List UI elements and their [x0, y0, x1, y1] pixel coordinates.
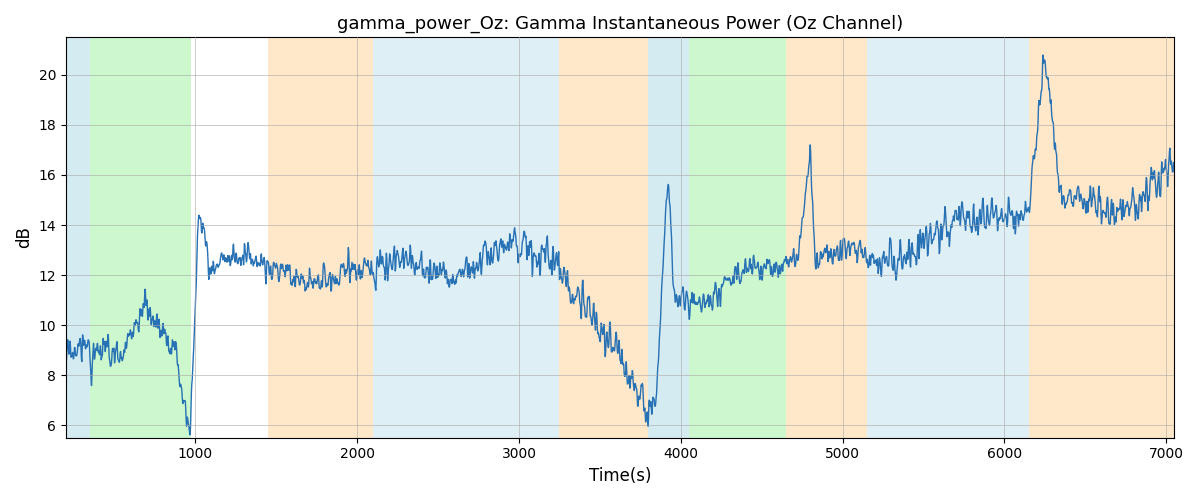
Title: gamma_power_Oz: Gamma Instantaneous Power (Oz Channel): gamma_power_Oz: Gamma Instantaneous Powe…: [337, 15, 904, 34]
Bar: [786, 38, 866, 438]
Bar: [1028, 38, 1182, 438]
Bar: [90, 38, 191, 438]
Bar: [866, 38, 1028, 438]
X-axis label: Time(s): Time(s): [589, 467, 652, 485]
Bar: [269, 38, 373, 438]
Bar: [689, 38, 786, 438]
Bar: [66, 38, 90, 438]
Bar: [373, 38, 559, 438]
Y-axis label: dB: dB: [14, 226, 32, 248]
Bar: [648, 38, 689, 438]
Bar: [559, 38, 648, 438]
